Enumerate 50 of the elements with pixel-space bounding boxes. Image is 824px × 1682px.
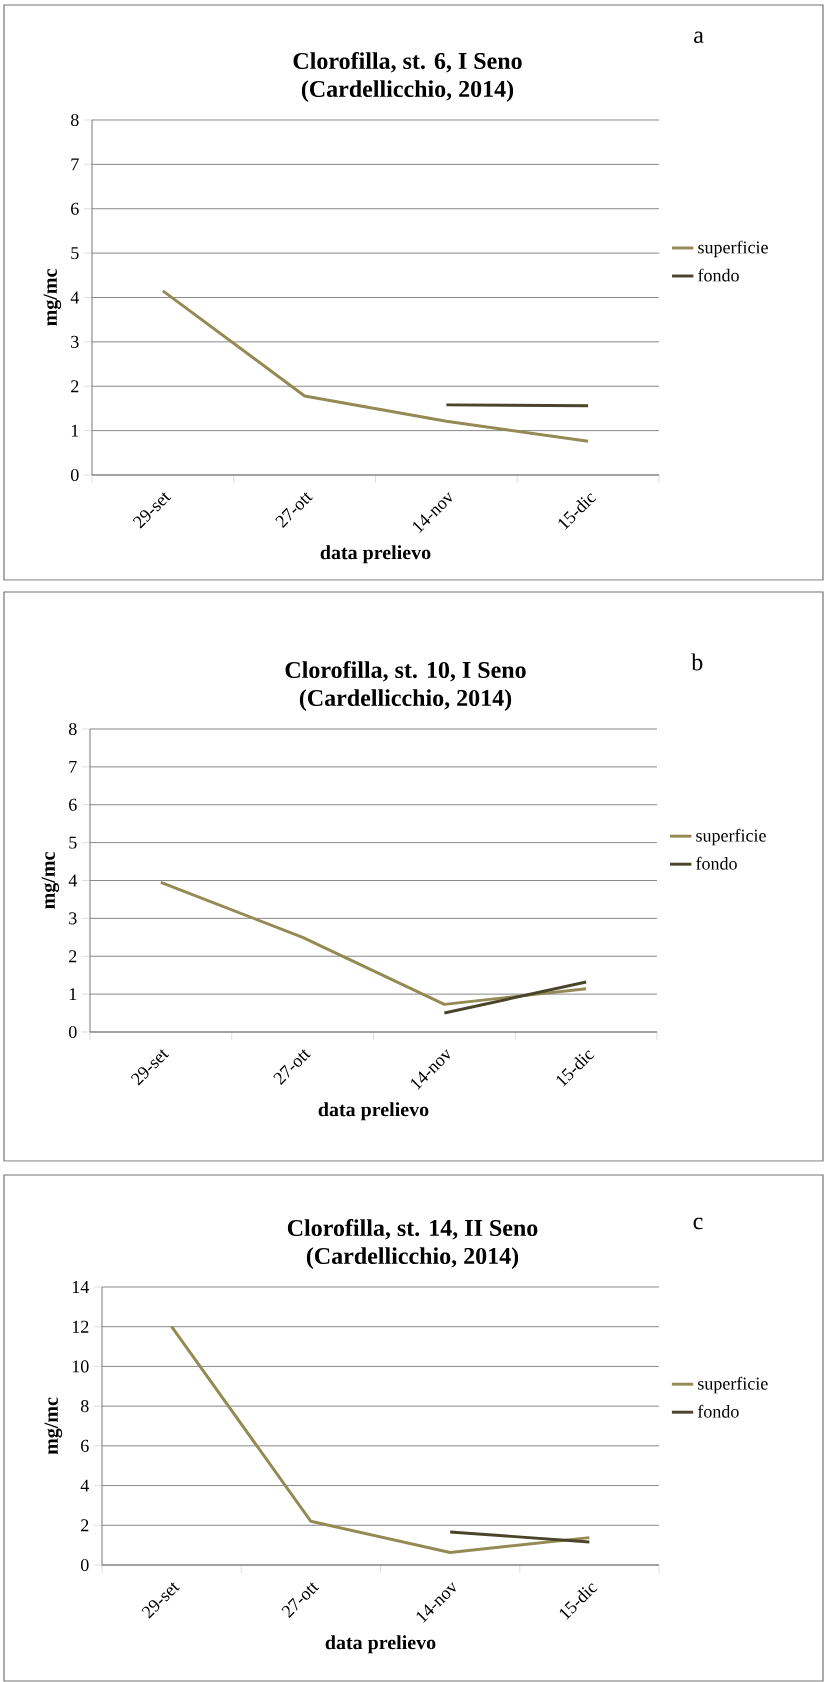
y-tick-label: 8 [68, 722, 77, 736]
y-tick-label: 2 [81, 1519, 89, 1532]
y-tick-label: 4 [80, 1479, 90, 1492]
chart-title: Clorofilla, st. 14, II Seno [287, 1218, 538, 1240]
y-tick-label: 8 [70, 113, 79, 127]
y-tick-label: 0 [80, 1558, 89, 1572]
chart-title: Clorofilla, st. 10, I Seno [285, 660, 526, 682]
y-tick-label: 6 [81, 1439, 89, 1452]
legend-label: superficie [698, 1376, 768, 1394]
y-tick-label: 1 [69, 988, 77, 1001]
y-tick-label: 0 [68, 1025, 77, 1039]
line-series [170, 1325, 591, 1554]
y-tick-label: 12 [72, 1320, 89, 1333]
x-axis-title: data prelievo [325, 1635, 436, 1654]
legend-label: fondo [698, 268, 739, 282]
x-axis-title: data prelievo [320, 545, 431, 564]
chart-subtitle: (Cardellicchio, 2014) [299, 689, 512, 711]
y-tick-label: 2 [71, 380, 79, 393]
chart-subtitle: (Cardellicchio, 2014) [301, 80, 514, 102]
legend-label: superficie [696, 828, 766, 846]
y-tick-label: 8 [80, 1400, 89, 1413]
y-tick-label: 5 [71, 247, 79, 260]
legend-label: fondo [697, 1404, 739, 1418]
x-axis-title: data prelievo [318, 1102, 429, 1121]
y-tick-label: 4 [68, 874, 78, 887]
chart-subtitle: (Cardellicchio, 2014) [306, 1247, 519, 1269]
y-tick-label: 3 [69, 912, 77, 925]
y-tick-label: 0 [70, 468, 79, 482]
y-tick-label: 6 [71, 202, 79, 215]
legend-label: fondo [696, 856, 737, 870]
legend-label: superficie [698, 240, 768, 258]
line-series [161, 289, 590, 443]
text: b [691, 653, 703, 671]
text: c [693, 1217, 703, 1230]
line-series [159, 880, 588, 1006]
y-tick-label: 7 [71, 158, 79, 171]
y-tick-label: 1 [71, 424, 79, 437]
y-tick-label: 14 [72, 1281, 89, 1293]
chart-title: Clorofilla, st. 6, I Seno [293, 51, 522, 73]
y-axis-title: mg/mc [43, 269, 62, 326]
y-tick-label: 4 [70, 291, 80, 304]
y-tick-label: 5 [69, 836, 77, 849]
y-axis-title: mg/mc [41, 852, 60, 909]
y-tick-label: 6 [69, 798, 77, 811]
y-tick-label: 3 [71, 335, 79, 348]
text: a [694, 31, 704, 43]
y-tick-label: 7 [69, 760, 77, 773]
y-tick-label: 10 [72, 1360, 89, 1373]
y-axis-title: mg/mc [44, 1397, 63, 1455]
y-tick-label: 2 [69, 950, 77, 963]
